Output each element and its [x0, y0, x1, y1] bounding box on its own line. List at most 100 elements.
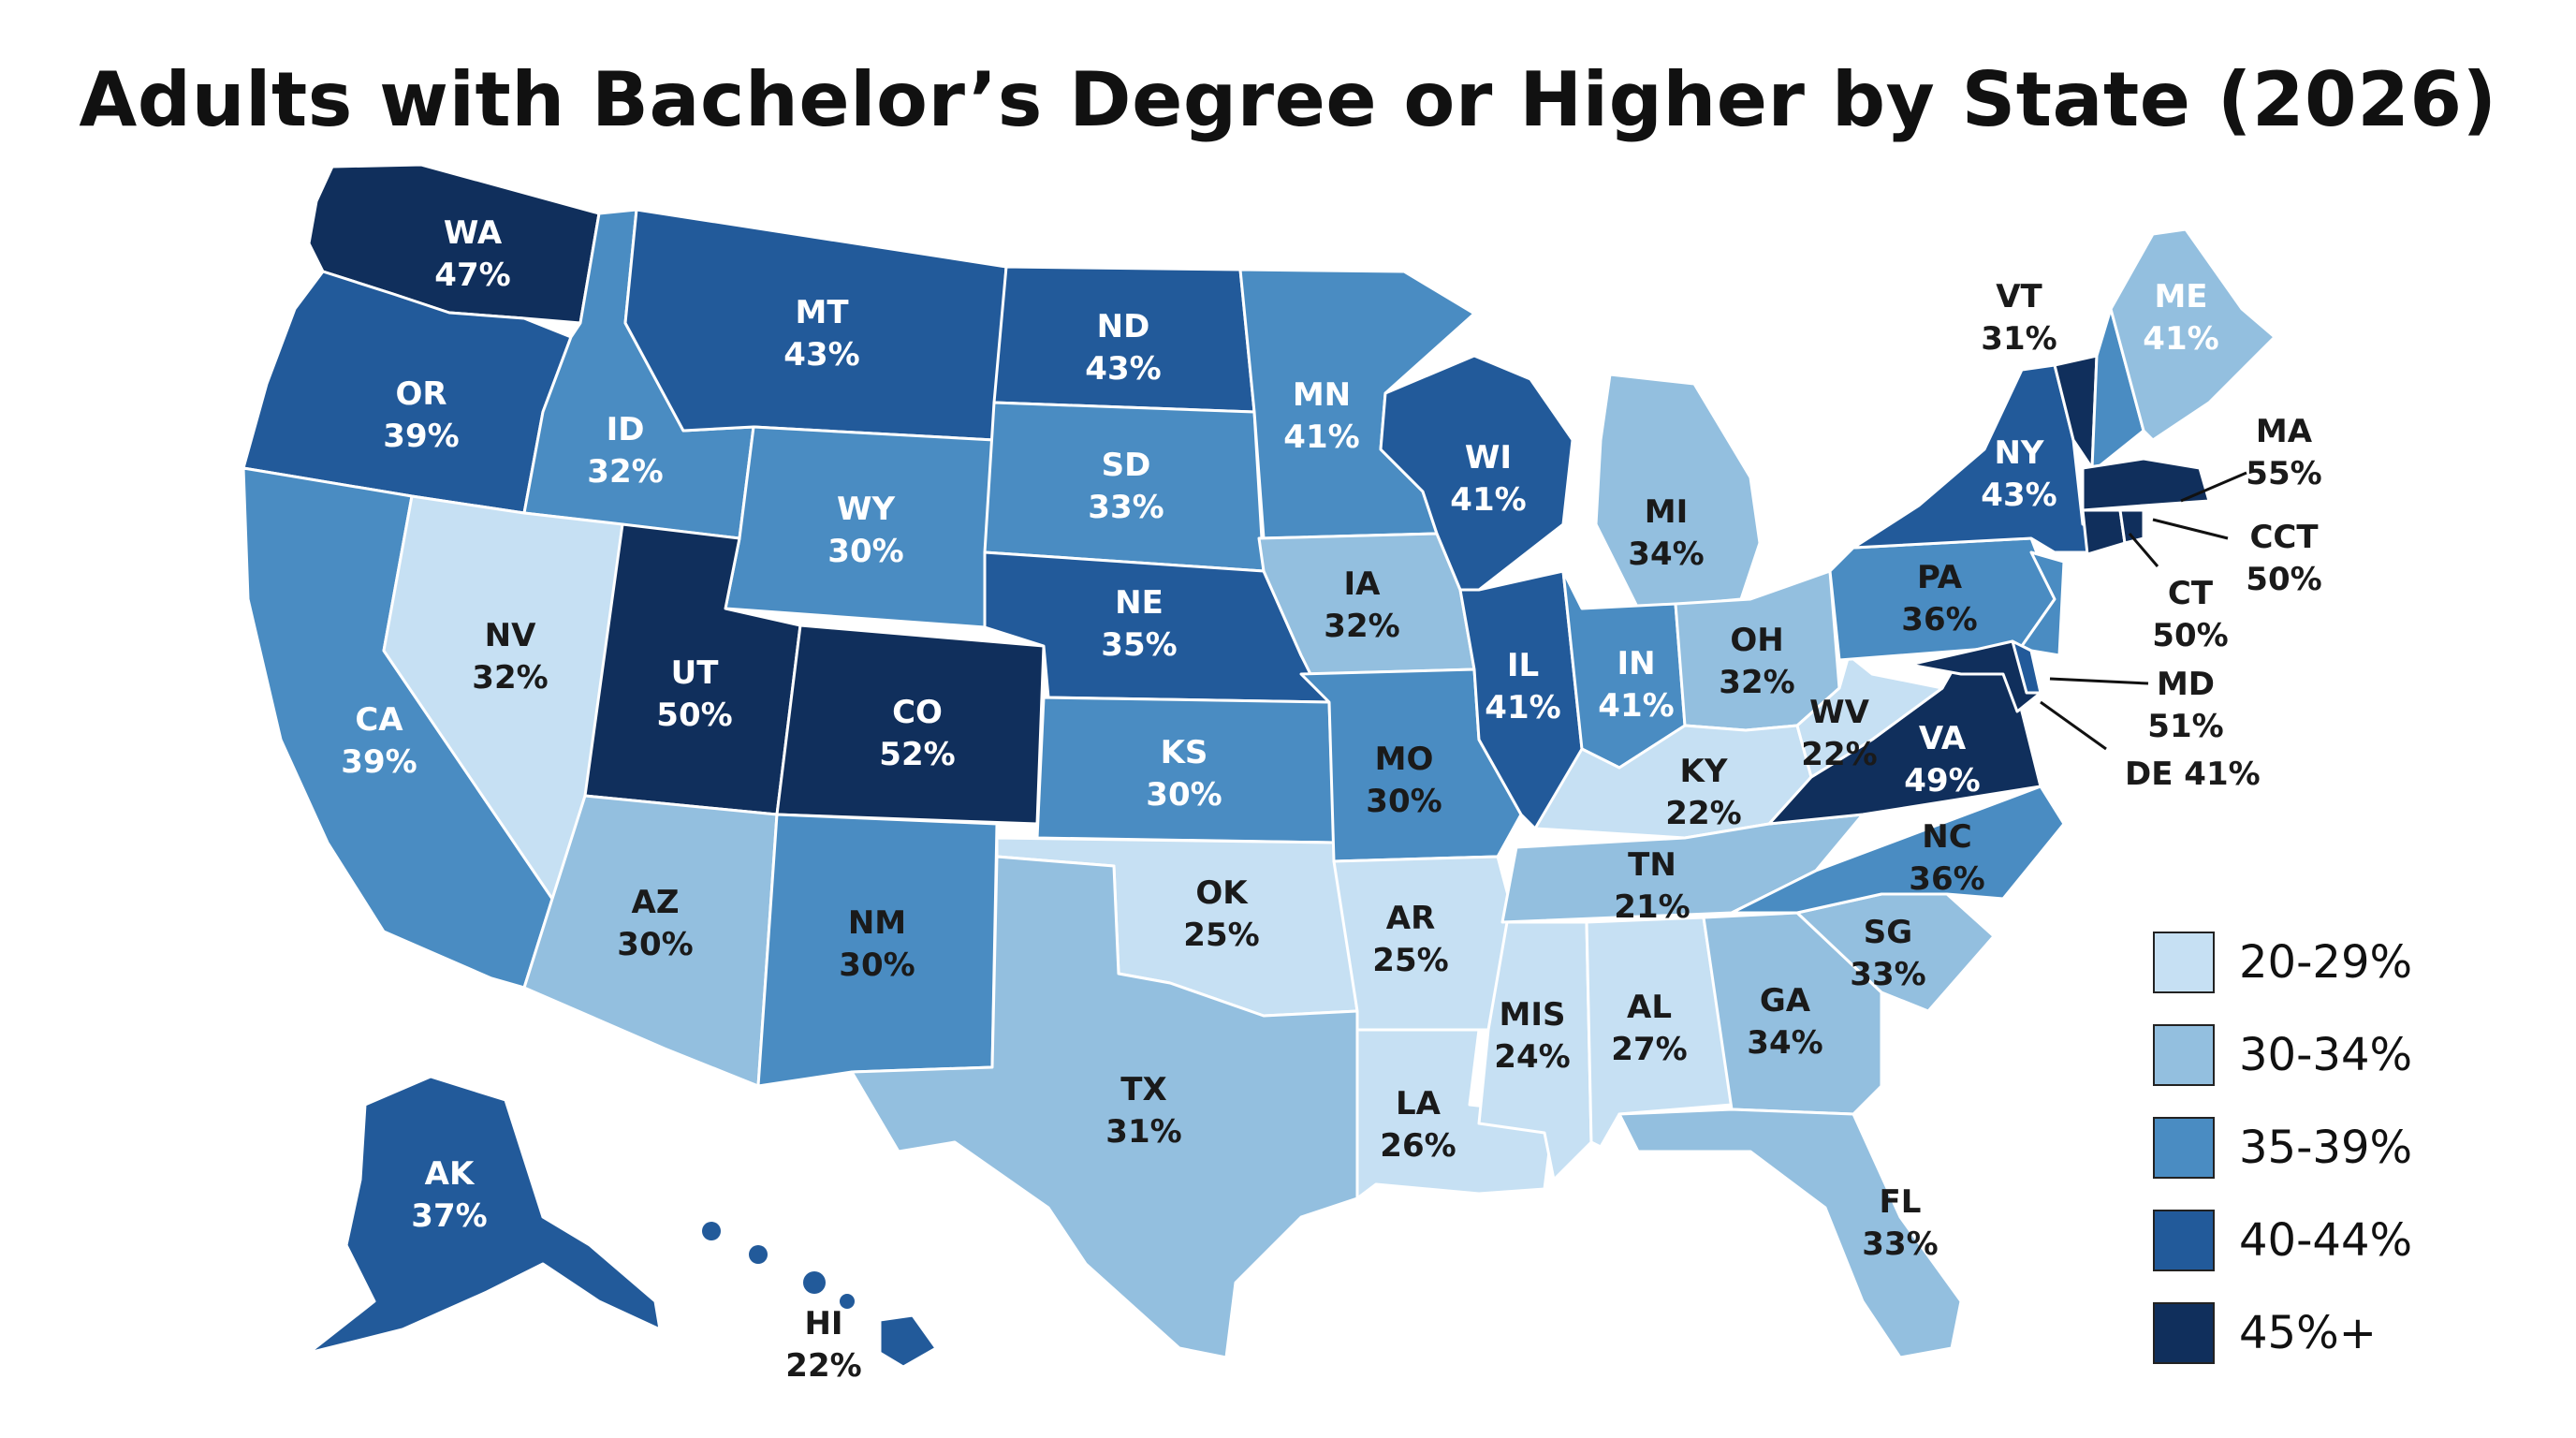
label-SD-abbr: SD [1102, 447, 1151, 484]
state-WY[interactable] [724, 425, 996, 629]
legend-item: 45%+ [2153, 1302, 2412, 1364]
label-MIS-value: 24% [1494, 1038, 1570, 1076]
callout-lines [2040, 471, 2247, 751]
label-CA-value: 39% [341, 743, 417, 781]
label-MO-abbr: MO [1375, 741, 1434, 778]
legend-swatch [2153, 932, 2215, 993]
legend-swatch [2153, 1024, 2215, 1086]
hi-island [702, 1222, 721, 1240]
label-LA-value: 26% [1380, 1127, 1456, 1165]
label-WA-value: 47% [434, 257, 510, 294]
state-PA[interactable] [1828, 536, 2056, 662]
state-CT[interactable] [2081, 508, 2127, 556]
label-UT-abbr: UT [671, 654, 720, 692]
label-KS-abbr: KS [1161, 734, 1208, 771]
state-ME[interactable] [2109, 227, 2276, 442]
label-MN-abbr: MN [1293, 376, 1351, 414]
legend: 20-29% 30-34% 35-39% 40-44% 45%+ [2153, 932, 2412, 1395]
label-DE-value: 41% [2184, 756, 2260, 793]
label-HI-abbr: HI [804, 1305, 842, 1343]
label-MO-value: 30% [1366, 783, 1442, 820]
label-TX-abbr: TX [1120, 1071, 1166, 1108]
label-CO-value: 52% [879, 736, 955, 773]
label-IL-abbr: IL [1507, 647, 1539, 684]
label-AK-abbr: AK [425, 1155, 476, 1193]
label-AZ-value: 30% [617, 926, 693, 963]
label-DE: DE 41% [2125, 756, 2261, 793]
state-SD[interactable] [983, 401, 1266, 573]
label-MD-abbr: MD [2157, 666, 2215, 703]
state-LA[interactable] [1355, 1028, 1556, 1200]
label-ME-value: 41% [2143, 320, 2218, 358]
label-NM-abbr: NM [848, 904, 906, 942]
legend-label: 40-44% [2239, 1214, 2413, 1267]
state-DE[interactable] [2011, 639, 2042, 695]
label-CT-abbr: CT [2168, 575, 2214, 612]
label-CT-value: 50% [2152, 617, 2228, 654]
label-MD-value: 51% [2147, 708, 2223, 745]
state-HI[interactable] [878, 1313, 938, 1369]
label-VA-abbr: VA [1919, 720, 1967, 757]
state-TN[interactable] [1500, 813, 1865, 924]
label-TN-value: 21% [1614, 888, 1690, 926]
label-IA-value: 32% [1324, 608, 1399, 645]
state-RI[interactable] [2118, 508, 2145, 545]
state-NH[interactable] [2090, 307, 2145, 470]
label-MT-value: 43% [783, 336, 859, 374]
label-SG-value: 33% [1850, 956, 1925, 993]
label-TN-abbr: TN [1628, 846, 1676, 884]
label-MN-value: 41% [1283, 418, 1359, 456]
label-PA-value: 36% [1901, 601, 1977, 638]
legend-item: 20-29% [2153, 932, 2412, 993]
label-CA-abbr: CA [355, 701, 403, 739]
label-WY-abbr: WY [837, 491, 896, 528]
label-NC-abbr: NC [1922, 818, 1971, 856]
states-layer [242, 163, 2276, 1369]
label-NE-value: 35% [1101, 626, 1177, 664]
label-OK-value: 25% [1183, 917, 1259, 954]
state-NY[interactable] [1852, 363, 2136, 554]
legend-swatch [2153, 1117, 2215, 1179]
legend-label: 20-29% [2239, 936, 2413, 989]
state-MA[interactable] [2081, 457, 2211, 512]
label-WA-abbr: WA [444, 214, 503, 252]
state-MI[interactable] [1594, 373, 1762, 610]
label-AZ-abbr: AZ [632, 884, 680, 921]
label-KY-abbr: KY [1680, 753, 1728, 790]
state-WV[interactable] [1795, 653, 1944, 779]
label-UT-value: 50% [656, 697, 732, 734]
hi-island [749, 1245, 768, 1264]
label-IA-abbr: IA [1344, 565, 1382, 603]
label-OR-value: 39% [383, 418, 459, 455]
label-NY-value: 43% [1981, 477, 2056, 514]
label-KS-value: 30% [1146, 776, 1222, 814]
state-FL[interactable] [1617, 1108, 1963, 1359]
label-WI-value: 41% [1450, 481, 1526, 519]
state-AK[interactable] [307, 1075, 662, 1355]
label-AR-abbr: AR [1386, 900, 1436, 937]
legend-label: 30-34% [2239, 1029, 2413, 1081]
label-IL-value: 41% [1485, 689, 1560, 726]
legend-swatch [2153, 1210, 2215, 1271]
map-title: Adults with Bachelor’s Degree or Higher … [79, 56, 2497, 143]
legend-item: 40-44% [2153, 1210, 2412, 1271]
label-KY-value: 22% [1665, 795, 1741, 832]
label-LA-abbr: LA [1396, 1085, 1442, 1123]
label-VT-abbr: VT [1996, 278, 2042, 315]
state-TX[interactable] [850, 855, 1359, 1359]
label-NV-abbr: NV [485, 617, 536, 654]
label-CCT-abbr: CCT [2249, 519, 2319, 556]
label-NC-value: 36% [1909, 860, 1984, 898]
legend-item: 30-34% [2153, 1024, 2412, 1086]
label-MI-value: 34% [1628, 536, 1704, 573]
label-HI-value: 22% [785, 1347, 861, 1385]
state-NC[interactable] [1730, 785, 2066, 915]
label-SG-abbr: SG [1864, 914, 1912, 951]
label-GA-value: 34% [1747, 1024, 1822, 1062]
label-MA-abbr: MA [2256, 413, 2313, 450]
label-IN-value: 41% [1598, 687, 1674, 725]
label-PA-abbr: PA [1917, 559, 1963, 596]
label-ND-abbr: ND [1097, 308, 1150, 345]
label-OH-value: 32% [1719, 664, 1794, 701]
